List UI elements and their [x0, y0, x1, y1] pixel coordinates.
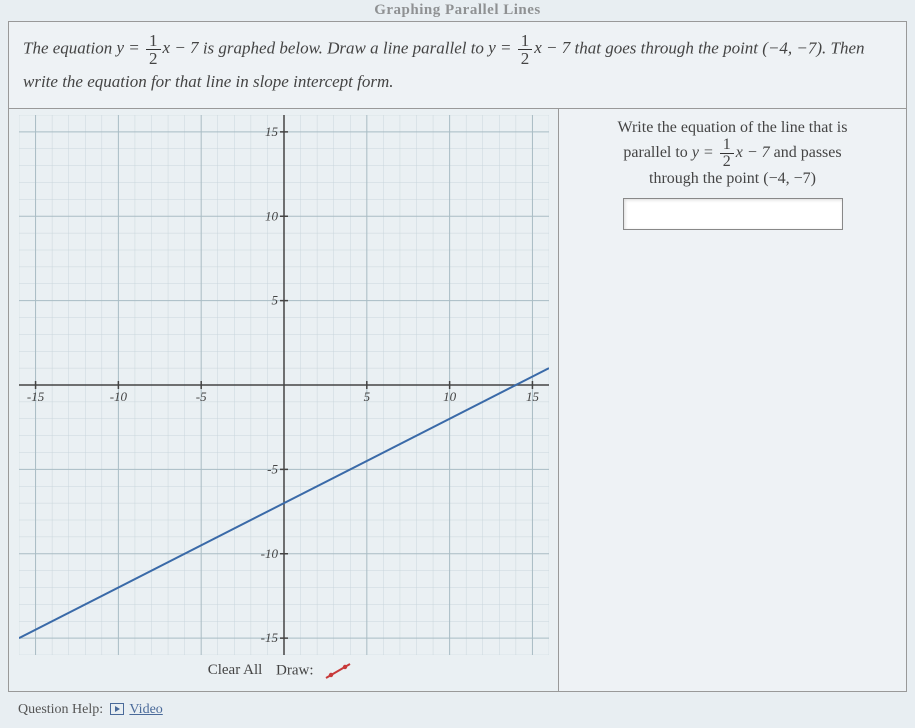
- eq-lhs: y =: [488, 38, 516, 57]
- eq-lhs: y =: [692, 144, 718, 161]
- denominator: 2: [518, 50, 533, 67]
- svg-text:10: 10: [265, 208, 279, 223]
- denominator: 2: [720, 154, 734, 170]
- equation-2: y = 12x − 7: [488, 38, 574, 57]
- video-link[interactable]: Video: [129, 702, 162, 717]
- numerator: 1: [146, 32, 161, 50]
- text-segment: and passes: [774, 144, 842, 161]
- text-segment: The equation: [23, 38, 117, 57]
- coordinate-graph[interactable]: -15 -10 -5 5 10 15 -15 -10 -5 5 10 15: [19, 115, 549, 655]
- draw-tool-line[interactable]: [317, 659, 359, 683]
- svg-text:-15: -15: [260, 630, 278, 645]
- eq-rhs: x − 7: [534, 38, 570, 57]
- content-row: -15 -10 -5 5 10 15 -15 -10 -5 5 10 15 Clear All Dra…: [9, 108, 906, 691]
- eq-lhs: y =: [117, 38, 145, 57]
- equation-answer-input[interactable]: [623, 198, 843, 230]
- answer-panel: Write the equation of the line that is p…: [559, 109, 906, 691]
- equation-1: y = 12x − 7: [117, 38, 203, 57]
- svg-text:15: 15: [265, 123, 279, 138]
- svg-text:15: 15: [525, 389, 539, 404]
- svg-text:10: 10: [443, 389, 457, 404]
- help-label: Question Help:: [18, 702, 103, 717]
- eq-rhs: x − 7: [736, 144, 770, 161]
- fraction: 12: [146, 32, 161, 67]
- svg-text:5: 5: [271, 292, 278, 307]
- eq-rhs: x − 7: [163, 38, 199, 57]
- fraction: 12: [720, 137, 734, 170]
- problem-statement: The equation y = 12x − 7 is graphed belo…: [9, 22, 906, 108]
- text-segment: parallel to: [623, 144, 691, 161]
- svg-text:-5: -5: [267, 461, 278, 476]
- svg-text:-10: -10: [109, 389, 127, 404]
- text-segment: is graphed below. Draw a line parallel t…: [203, 38, 488, 57]
- denominator: 2: [146, 50, 161, 67]
- help-row: Question Help: Video: [0, 692, 915, 728]
- point-text: (−4, −7): [763, 170, 816, 187]
- graph-controls: Clear All Draw:: [15, 655, 552, 685]
- svg-text:-10: -10: [260, 545, 278, 560]
- clear-all-button[interactable]: Clear All: [208, 662, 263, 678]
- problem-container: The equation y = 12x − 7 is graphed belo…: [8, 21, 907, 692]
- fraction: 12: [518, 32, 533, 67]
- svg-text:5: 5: [363, 389, 370, 404]
- svg-text:-15: -15: [26, 389, 44, 404]
- numerator: 1: [518, 32, 533, 50]
- equation-3: y = 12x − 7: [692, 144, 774, 161]
- text-segment: through the point: [649, 170, 763, 187]
- draw-label: Draw:: [276, 662, 314, 678]
- svg-text:-5: -5: [195, 389, 206, 404]
- answer-prompt-line1: Write the equation of the line that is: [573, 119, 892, 137]
- text-segment: that goes through the point: [575, 38, 763, 57]
- video-icon: [110, 703, 124, 715]
- page-title: Graphing Parallel Lines: [0, 0, 915, 21]
- answer-prompt-line3: through the point (−4, −7): [573, 170, 892, 188]
- point-text: (−4, −7): [762, 38, 822, 57]
- answer-prompt-line2: parallel to y = 12x − 7 and passes: [573, 137, 892, 170]
- numerator: 1: [720, 137, 734, 154]
- graph-panel: -15 -10 -5 5 10 15 -15 -10 -5 5 10 15 Clear All Dra…: [9, 109, 559, 691]
